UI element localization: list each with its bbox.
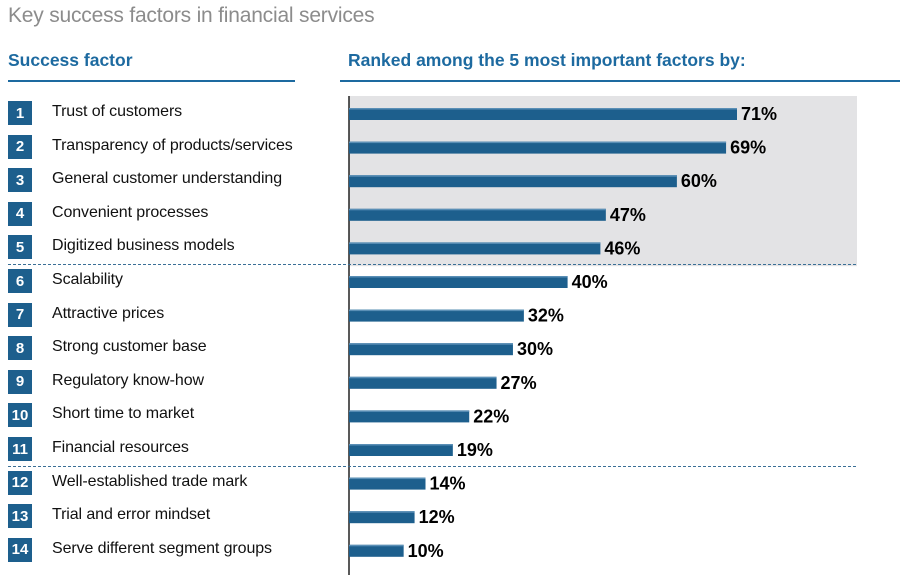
bar-top-edge-13 (349, 511, 415, 513)
factor-label: Transparency of products/services (52, 136, 293, 154)
factor-label: Digitized business models (52, 237, 235, 255)
rank-badge: 9 (8, 369, 32, 394)
factor-row: 10 Short time to market (0, 403, 345, 428)
rank-badge: 4 (8, 201, 32, 226)
rank-badge: 5 (8, 235, 32, 260)
data-label-7: 32% (528, 306, 564, 326)
rank-badge: 6 (8, 269, 32, 293)
data-label-2: 69% (730, 138, 766, 158)
factor-label: Short time to market (52, 405, 195, 423)
factor-row: 11 Financial resources (0, 437, 345, 461)
header-rule-right (340, 80, 900, 82)
data-label-4: 47% (610, 205, 646, 225)
factor-label: Strong customer base (52, 338, 207, 356)
bar-top-edge-11 (349, 444, 453, 446)
rank-badge: 13 (8, 504, 32, 529)
rank-badge: 1 (8, 101, 32, 125)
bar-14 (349, 544, 404, 557)
factor-row: 6 Scalability (0, 269, 345, 293)
data-label-14: 10% (408, 541, 444, 561)
rank-badge: 8 (8, 336, 32, 361)
data-label-6: 40% (572, 272, 608, 292)
bar-8 (349, 343, 513, 356)
factor-label: Serve different segment groups (52, 539, 272, 557)
rank-badge: 11 (8, 437, 32, 461)
factor-label: Financial resources (52, 439, 189, 456)
factor-row: 5 Digitized business models (0, 235, 345, 260)
bar-5 (349, 242, 601, 255)
bar-6 (349, 276, 568, 288)
rank-badge: 2 (8, 134, 32, 159)
bar-3 (349, 175, 677, 188)
factor-label: Well-established trade mark (52, 472, 248, 490)
factor-label: Attractive prices (52, 304, 165, 322)
rank-badge: 12 (8, 470, 32, 495)
ranking-header: Ranked among the 5 most important factor… (348, 50, 746, 70)
bar-10 (349, 410, 470, 423)
header-rule-left (8, 80, 295, 82)
factor-row: 2 Transparency of products/services (0, 134, 345, 159)
bar-top-edge-3 (349, 175, 677, 177)
bar-top-edge-4 (349, 208, 606, 211)
rank-badge: 7 (8, 302, 32, 327)
rank-badge: 10 (8, 403, 32, 428)
data-label-12: 14% (430, 474, 466, 494)
data-label-8: 30% (517, 339, 553, 359)
chart-title: Key success factors in financial service… (8, 4, 375, 27)
bar-11 (349, 444, 453, 456)
success-factor-header: Success factor (8, 50, 133, 70)
bar-top-edge-1 (349, 108, 737, 110)
bar-9 (349, 376, 497, 389)
bar-top-edge-5 (349, 242, 601, 244)
factor-row: 13 Trial and error mindset (0, 504, 345, 529)
data-label-1: 71% (741, 104, 777, 124)
bar-top-edge-12 (349, 477, 426, 480)
bar-1 (349, 108, 737, 120)
bar-top-edge-9 (349, 376, 497, 379)
factor-label: Scalability (52, 271, 123, 288)
bar-2 (349, 141, 727, 154)
data-label-5: 46% (604, 238, 640, 258)
bar-top-edge-2 (349, 141, 727, 144)
factor-label: General customer understanding (52, 170, 283, 188)
data-label-3: 60% (681, 171, 717, 191)
bar-top-edge-6 (349, 276, 568, 278)
factor-label: Regulatory know-how (52, 371, 204, 389)
group-divider-2 (8, 465, 856, 467)
factor-row: 14 Serve different segment groups (0, 537, 345, 562)
data-label-9: 27% (501, 373, 537, 393)
bar-13 (349, 511, 415, 524)
bar-top-edge-7 (349, 309, 524, 312)
bar-7 (349, 309, 524, 322)
data-label-11: 19% (457, 440, 493, 460)
factor-row: 8 Strong customer base (0, 336, 345, 361)
factor-row: 7 Attractive prices (0, 302, 345, 327)
data-label-10: 22% (473, 406, 509, 426)
data-label-13: 12% (419, 507, 455, 527)
bar-top-edge-10 (349, 410, 470, 412)
rank-badge: 3 (8, 168, 32, 193)
factor-row: 12 Well-established trade mark (0, 470, 345, 495)
factor-row: 3 General customer understanding (0, 168, 345, 193)
bar-top-edge-14 (349, 544, 404, 547)
factor-label: Trial and error mindset (52, 506, 211, 524)
bar-12 (349, 477, 426, 490)
factor-label: Trust of customers (52, 103, 183, 120)
factor-row: 4 Convenient processes (0, 201, 345, 226)
factor-label: Convenient processes (52, 203, 209, 221)
factor-row: 9 Regulatory know-how (0, 369, 345, 394)
rank-badge: 14 (8, 537, 32, 562)
factor-row: 1 Trust of customers (0, 101, 345, 125)
bar-4 (349, 208, 606, 221)
group-divider-1 (8, 264, 856, 266)
bar-top-edge-8 (349, 343, 513, 345)
